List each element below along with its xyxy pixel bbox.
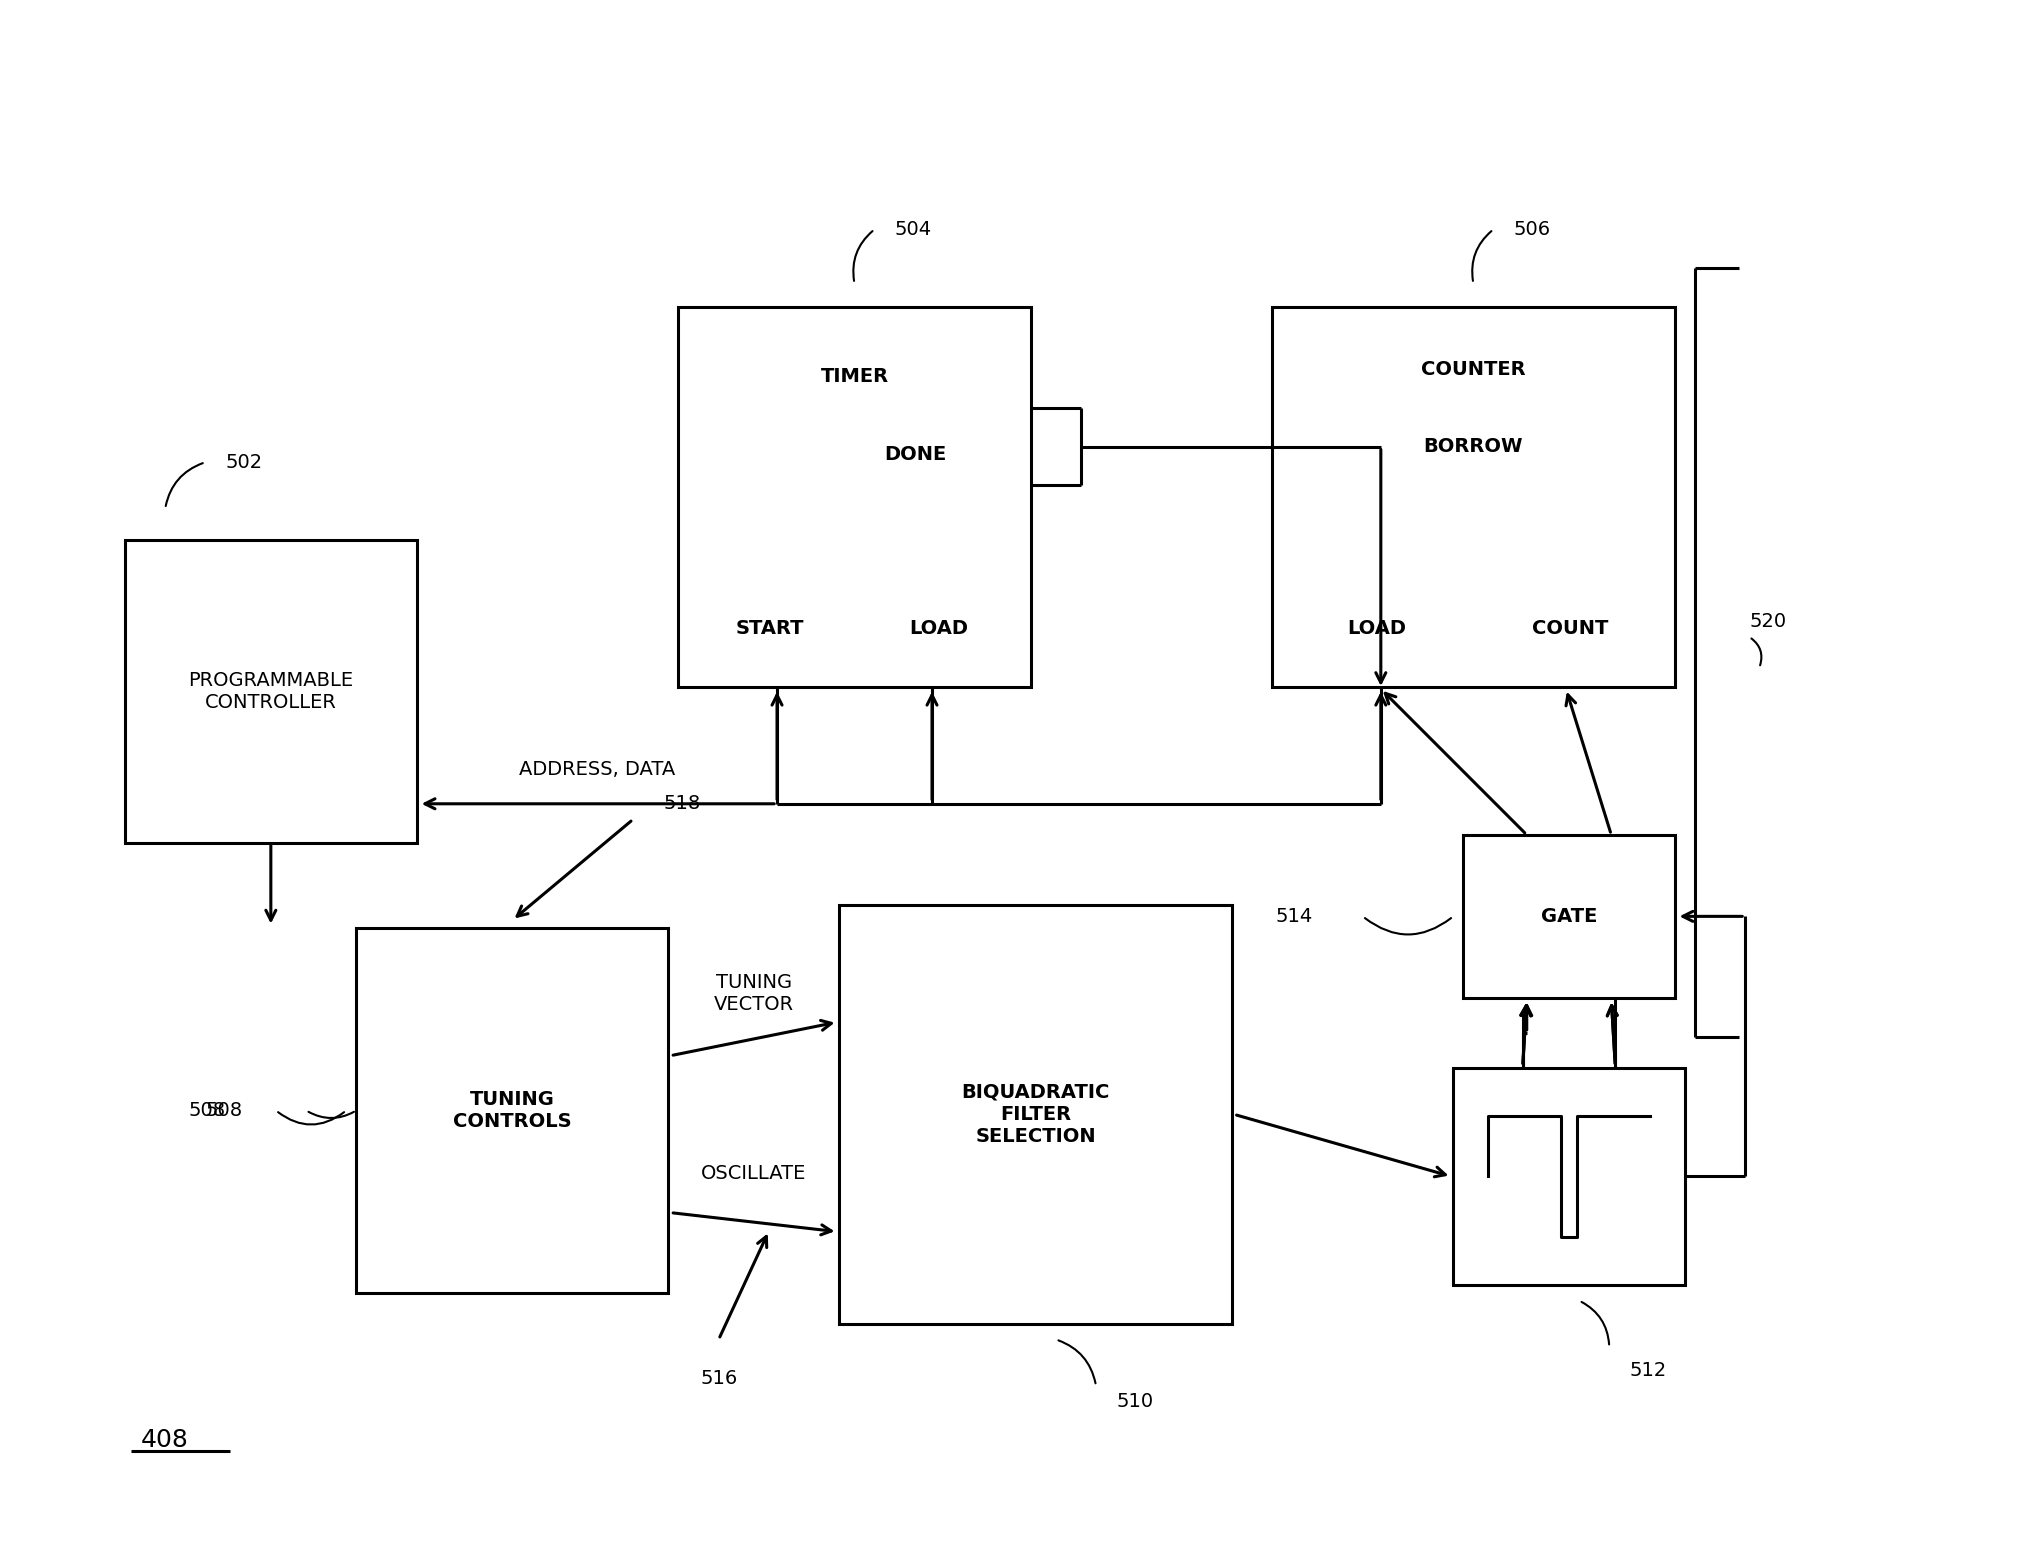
- Text: BIQUADRATIC
FILTER
SELECTION: BIQUADRATIC FILTER SELECTION: [962, 1083, 1110, 1146]
- Text: TUNING
CONTROLS: TUNING CONTROLS: [453, 1090, 572, 1130]
- Bar: [839, 905, 1233, 1324]
- Text: 512: 512: [1629, 1361, 1667, 1380]
- Bar: [1463, 835, 1675, 997]
- Text: 514: 514: [1275, 907, 1312, 926]
- Bar: [679, 308, 1031, 687]
- Text: PROGRAMMABLE
CONTROLLER: PROGRAMMABLE CONTROLLER: [188, 671, 354, 712]
- Text: COUNT: COUNT: [1532, 618, 1609, 638]
- Text: 506: 506: [1514, 220, 1550, 239]
- Text: 510: 510: [1116, 1392, 1154, 1411]
- Text: 508: 508: [188, 1101, 226, 1119]
- Bar: [1453, 1068, 1686, 1285]
- Text: DONE: DONE: [883, 445, 946, 464]
- Text: ADDRESS, DATA: ADDRESS, DATA: [519, 760, 675, 779]
- Text: START: START: [736, 618, 804, 638]
- Text: 408: 408: [141, 1428, 188, 1452]
- Text: 520: 520: [1748, 612, 1787, 631]
- Bar: [1271, 308, 1675, 687]
- Text: OSCILLATE: OSCILLATE: [701, 1165, 806, 1183]
- Text: GATE: GATE: [1540, 907, 1597, 926]
- Text: LOAD: LOAD: [1348, 618, 1407, 638]
- Text: COUNTER: COUNTER: [1421, 359, 1526, 379]
- Text: 518: 518: [663, 795, 701, 813]
- Text: 516: 516: [699, 1369, 738, 1388]
- Text: TIMER: TIMER: [821, 367, 889, 386]
- Text: BORROW: BORROW: [1423, 437, 1524, 456]
- Text: 504: 504: [895, 220, 932, 239]
- Bar: [125, 540, 416, 843]
- Text: LOAD: LOAD: [909, 618, 968, 638]
- Bar: [356, 927, 669, 1293]
- Text: 508: 508: [206, 1101, 243, 1119]
- Text: 502: 502: [226, 453, 263, 471]
- Text: TUNING
VECTOR: TUNING VECTOR: [713, 973, 794, 1015]
